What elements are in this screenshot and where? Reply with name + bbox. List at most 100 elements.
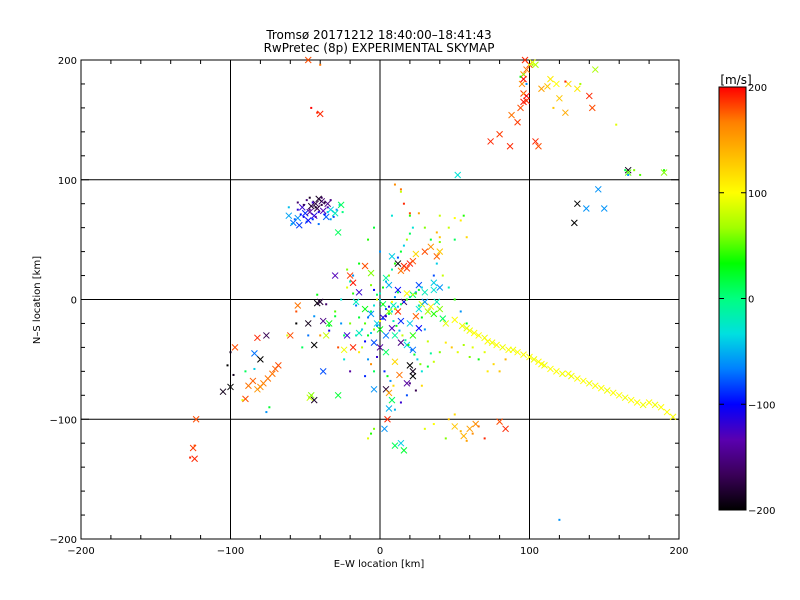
dot-marker bbox=[311, 218, 314, 221]
dot-marker bbox=[390, 310, 393, 313]
dot-marker bbox=[522, 92, 525, 95]
cross-marker bbox=[436, 248, 444, 255]
dot-marker bbox=[349, 322, 352, 325]
dot-marker bbox=[358, 262, 361, 265]
dot-marker bbox=[314, 215, 317, 218]
cross-marker bbox=[384, 415, 391, 423]
cross-marker bbox=[316, 298, 324, 306]
x-tick-label: −100 bbox=[217, 546, 244, 557]
cross-marker bbox=[306, 208, 314, 216]
dot-marker bbox=[417, 304, 420, 307]
dot-marker bbox=[393, 308, 396, 311]
cross-marker bbox=[591, 66, 599, 73]
dot-marker bbox=[633, 169, 636, 172]
cross-marker bbox=[488, 339, 496, 346]
cross-marker bbox=[295, 221, 303, 229]
cross-marker bbox=[231, 344, 239, 351]
dot-marker bbox=[376, 355, 379, 358]
dot-marker bbox=[462, 344, 465, 347]
dot-marker bbox=[340, 298, 343, 301]
dot-marker bbox=[386, 375, 389, 378]
dot-marker bbox=[316, 111, 319, 114]
cross-marker bbox=[594, 185, 602, 193]
cross-marker bbox=[301, 209, 309, 217]
cross-marker bbox=[406, 320, 414, 327]
dot-marker bbox=[310, 106, 313, 109]
dot-marker bbox=[367, 437, 370, 440]
cross-marker bbox=[627, 396, 635, 404]
dot-marker bbox=[447, 226, 450, 229]
dot-marker bbox=[387, 312, 390, 315]
cross-marker bbox=[582, 205, 590, 212]
y-tick-label: −200 bbox=[50, 535, 77, 546]
dot-marker bbox=[335, 208, 338, 211]
cross-marker bbox=[381, 425, 388, 433]
dot-marker bbox=[444, 437, 447, 440]
cross-marker bbox=[470, 329, 478, 337]
dot-marker bbox=[408, 232, 411, 235]
colorbar-tick-label: −100 bbox=[748, 400, 775, 411]
dot-marker bbox=[414, 292, 417, 295]
cross-marker bbox=[430, 279, 438, 287]
dot-marker bbox=[528, 63, 531, 66]
cross-marker bbox=[496, 130, 503, 138]
cross-marker bbox=[349, 344, 357, 351]
dot-marker bbox=[453, 217, 456, 220]
dot-marker bbox=[364, 322, 367, 325]
cross-marker bbox=[573, 200, 581, 208]
dot-marker bbox=[379, 298, 381, 301]
cross-marker bbox=[397, 267, 405, 275]
dot-marker bbox=[413, 353, 416, 356]
cross-marker bbox=[412, 312, 420, 320]
cross-marker bbox=[526, 353, 533, 361]
cross-marker bbox=[334, 229, 342, 236]
dot-marker bbox=[352, 274, 355, 277]
dot-marker bbox=[232, 373, 235, 376]
dot-marker bbox=[402, 300, 405, 303]
x-tick-label: −200 bbox=[67, 546, 94, 557]
cross-marker bbox=[535, 142, 542, 150]
dot-marker bbox=[477, 334, 480, 337]
dot-marker bbox=[408, 296, 411, 299]
dot-marker bbox=[663, 169, 666, 172]
cross-marker bbox=[530, 356, 538, 363]
cross-marker bbox=[331, 209, 339, 217]
cross-marker bbox=[391, 358, 399, 366]
cross-marker bbox=[553, 367, 560, 375]
dot-marker bbox=[402, 244, 405, 247]
dot-marker bbox=[420, 384, 423, 387]
dot-marker bbox=[296, 208, 299, 211]
dot-marker bbox=[420, 286, 423, 289]
dot-marker bbox=[408, 214, 411, 217]
cross-marker bbox=[496, 418, 503, 425]
dot-marker bbox=[376, 293, 379, 296]
dot-marker bbox=[244, 370, 247, 373]
dot-marker bbox=[453, 298, 456, 301]
dot-marker bbox=[373, 370, 376, 373]
cross-marker bbox=[458, 322, 466, 330]
dot-marker bbox=[301, 346, 304, 349]
x-tick-label: 100 bbox=[520, 546, 539, 557]
cross-marker bbox=[514, 118, 521, 126]
cross-marker bbox=[454, 171, 462, 179]
dot-marker bbox=[384, 308, 387, 311]
cross-marker bbox=[370, 339, 378, 346]
dot-marker bbox=[459, 430, 462, 433]
dot-marker bbox=[456, 351, 459, 354]
cross-marker bbox=[319, 207, 327, 215]
dot-marker bbox=[376, 298, 379, 301]
dot-marker bbox=[370, 432, 373, 435]
cross-marker bbox=[376, 344, 384, 351]
dot-marker bbox=[407, 344, 410, 347]
dot-marker bbox=[376, 324, 379, 327]
cross-marker bbox=[657, 403, 665, 411]
dot-marker bbox=[624, 169, 627, 172]
dot-marker bbox=[417, 212, 420, 215]
cross-marker bbox=[600, 205, 608, 212]
dot-marker bbox=[459, 310, 462, 313]
dot-marker bbox=[189, 456, 192, 459]
cross-marker bbox=[397, 339, 405, 346]
y-axis-label: N–S location [km] bbox=[32, 256, 43, 344]
cross-marker bbox=[397, 317, 405, 325]
cross-marker bbox=[615, 391, 623, 399]
